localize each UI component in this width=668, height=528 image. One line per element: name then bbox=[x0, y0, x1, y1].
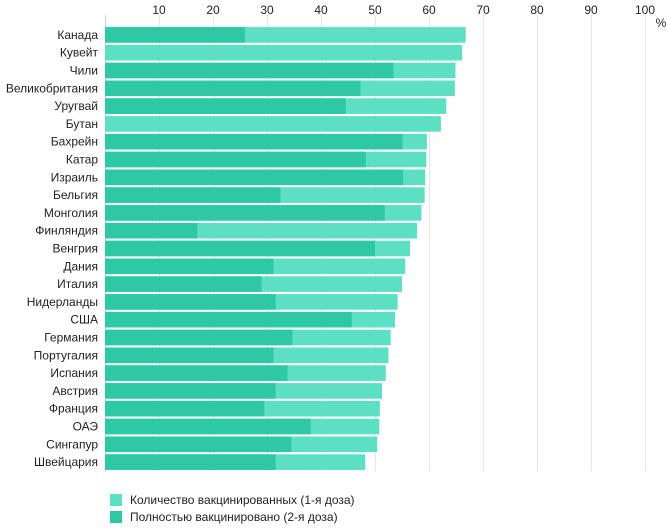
category-label: ОАЭ bbox=[73, 420, 99, 434]
x-tick-label-70: 70 bbox=[476, 3, 490, 17]
category-label: Монголия bbox=[44, 206, 98, 220]
bar-second-dose bbox=[105, 98, 346, 114]
bar-second-dose bbox=[105, 383, 276, 399]
x-tick-label-90: 90 bbox=[584, 3, 598, 17]
bar-second-dose bbox=[105, 151, 366, 168]
category-label: Испания bbox=[50, 366, 98, 380]
bar-second-dose bbox=[105, 311, 352, 328]
category-label: Бахрейн bbox=[51, 135, 98, 149]
x-tick-label-40: 40 bbox=[314, 3, 328, 17]
bar-second-dose bbox=[105, 454, 276, 470]
x-tick-label-60: 60 bbox=[422, 3, 436, 17]
category-label: Германия bbox=[44, 331, 98, 345]
legend-item-first-dose: Количество вакцинированных (1-я доза) bbox=[110, 491, 355, 508]
bar-second-dose bbox=[105, 347, 274, 364]
bar-second-dose bbox=[105, 418, 311, 435]
bar-second-dose bbox=[105, 276, 262, 292]
category-label: Бутан bbox=[66, 117, 98, 131]
category-label: Финляндия bbox=[35, 224, 98, 238]
category-label: Португалия bbox=[34, 348, 98, 362]
x-tick-label-80: 80 bbox=[530, 3, 544, 17]
category-label: США bbox=[70, 313, 98, 327]
bar-second-dose bbox=[105, 62, 394, 79]
category-label: Израиль bbox=[51, 170, 98, 184]
category-label: Франция bbox=[49, 402, 98, 416]
bar-second-dose bbox=[105, 80, 361, 97]
category-label: Уругвай bbox=[54, 99, 98, 113]
bar-second-dose bbox=[105, 240, 375, 257]
category-label: Венгрия bbox=[52, 242, 98, 256]
bar-second-dose bbox=[105, 400, 265, 417]
category-label: Италия bbox=[57, 277, 98, 291]
x-tick-label-10: 10 bbox=[152, 3, 166, 17]
category-label: Австрия bbox=[52, 384, 98, 398]
category-label: Сингапур bbox=[46, 437, 98, 451]
category-label: Великобритания bbox=[6, 81, 98, 95]
category-label: Дания bbox=[63, 259, 98, 273]
category-label: Чили bbox=[70, 64, 98, 78]
category-label: Канада bbox=[57, 28, 98, 42]
category-label: Бельгия bbox=[53, 188, 98, 202]
bar-first-dose bbox=[105, 116, 441, 132]
legend-swatch-first-dose bbox=[110, 493, 122, 506]
x-axis-unit-label: % bbox=[656, 16, 667, 30]
bar-second-dose bbox=[105, 27, 245, 43]
legend-label-first-dose: Количество вакцинированных (1-я доза) bbox=[130, 492, 355, 507]
category-label: Нидерланды bbox=[27, 295, 98, 309]
bar-second-dose bbox=[105, 436, 292, 453]
legend-label-second-dose: Полностью вакцинировано (2-я доза) bbox=[130, 509, 338, 524]
legend-item-second-dose: Полностью вакцинировано (2-я доза) bbox=[110, 508, 355, 525]
bar-second-dose bbox=[105, 133, 403, 150]
legend: Количество вакцинированных (1-я доза) По… bbox=[110, 491, 355, 525]
bar-second-dose bbox=[105, 329, 293, 346]
bar-second-dose bbox=[105, 258, 274, 275]
category-label: Катар bbox=[66, 153, 98, 167]
x-tick-label-20: 20 bbox=[206, 3, 220, 17]
bar-second-dose bbox=[105, 169, 404, 186]
x-tick-label-30: 30 bbox=[260, 3, 274, 17]
bar-first-dose bbox=[105, 44, 462, 61]
bar-second-dose bbox=[105, 187, 281, 203]
bar-second-dose bbox=[105, 365, 288, 381]
bar-second-dose bbox=[105, 222, 198, 239]
legend-swatch-second-dose bbox=[110, 510, 122, 523]
x-tick-label-100: 100 bbox=[635, 3, 655, 17]
bar-second-dose bbox=[105, 294, 276, 310]
bar-second-dose bbox=[105, 205, 385, 221]
category-label: Швейцария bbox=[34, 455, 98, 469]
x-tick-label-50: 50 bbox=[368, 3, 382, 17]
category-label: Кувейт bbox=[60, 46, 99, 60]
